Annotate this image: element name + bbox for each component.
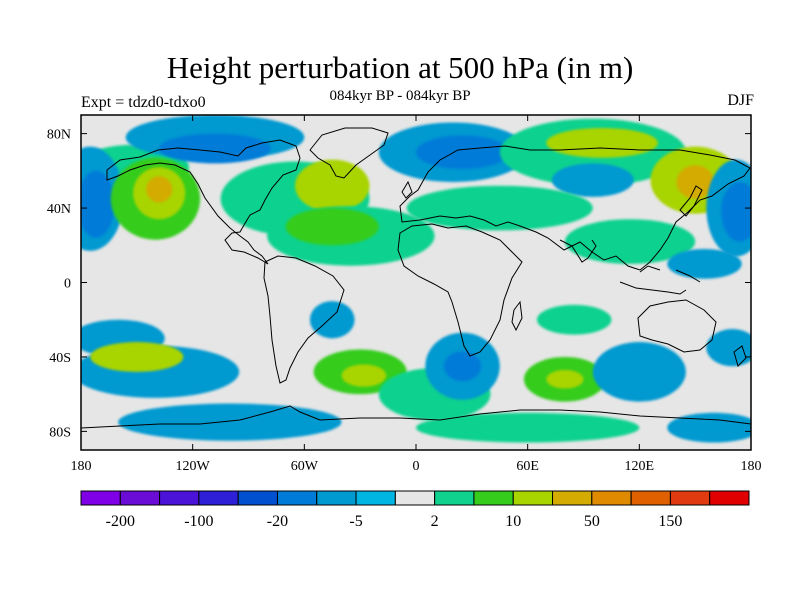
coastline-japan (679, 185, 703, 217)
contour-region-36 (536, 304, 612, 335)
colorbar-label: 150 (658, 513, 682, 530)
y-tick-label: 0 (64, 277, 71, 292)
colorbar-box-7 (355, 490, 396, 506)
coastlines (81, 127, 751, 429)
y-tick-label: 80S (49, 425, 71, 440)
contour-region-4 (81, 170, 115, 238)
colorbar-box-2 (159, 490, 200, 506)
plot-title: Height perturbation at 500 hPa (in m) (166, 50, 634, 85)
colorbar-box-10 (473, 490, 514, 506)
contour-region-22 (564, 219, 696, 264)
colorbar-box-16 (709, 490, 750, 506)
season-label: DJF (727, 92, 754, 109)
contour-region-38 (118, 403, 342, 441)
contour-region-11 (285, 208, 379, 246)
coastline-australia (637, 299, 717, 353)
colorbar-box-5 (276, 490, 318, 506)
x-tick-label: 180 (71, 459, 92, 474)
coastline-indonesia (619, 265, 701, 295)
coastline-greenland (309, 127, 389, 179)
experiment-label: Expt = tdzd0-tdxo0 (81, 94, 206, 111)
contour-region-23 (667, 249, 742, 279)
contour-region-40 (667, 412, 751, 443)
y-tick-label: 80N (47, 128, 71, 143)
colorbar-box-3 (198, 490, 239, 506)
x-tick-label: 0 (413, 459, 420, 474)
y-tick-label: 40N (47, 202, 71, 217)
colorbar-label: -100 (184, 513, 213, 530)
contour-region-29 (341, 364, 387, 387)
colorbar-box-14 (630, 490, 671, 506)
x-tick-label: 60W (291, 459, 319, 474)
plot-subtitle: 084kyr BP - 084kyr BP (329, 88, 471, 104)
x-tick-label: 120E (625, 459, 655, 474)
contour-region-21 (721, 182, 751, 242)
coastline-north-america (106, 139, 301, 265)
contour-region-16 (551, 163, 634, 197)
contour-region-32 (443, 351, 482, 382)
coastline-africa (397, 223, 523, 357)
colorbar-box-15 (669, 490, 711, 506)
colorbar-label: -5 (349, 513, 362, 530)
colorbar: -200 -100 -20 -5 2 10 50 150 (80, 490, 750, 530)
contour-region-9 (295, 159, 370, 212)
contour-region-34 (546, 369, 584, 389)
contour-region-37 (706, 329, 751, 367)
contour-region-15 (546, 128, 658, 158)
contour-region-26 (90, 342, 184, 372)
coastline-south-america (263, 255, 345, 384)
contour-region-35 (592, 342, 686, 402)
colorbar-box-11 (512, 490, 554, 506)
colorbar-box-9 (434, 490, 475, 506)
colorbar-label: -20 (267, 513, 288, 530)
colorbar-label: 50 (584, 513, 600, 530)
coastline-antarctica (81, 405, 751, 429)
contour-region-19 (676, 165, 714, 199)
colorbar-box-1 (119, 490, 161, 506)
x-tick-label: 120W (176, 459, 211, 474)
colorbar-box-13 (591, 490, 632, 506)
colorbar-box-4 (237, 490, 278, 506)
contour-region-39 (416, 412, 640, 443)
colorbar-label: 2 (431, 513, 439, 530)
contour-region-27 (309, 301, 355, 339)
colorbar-box-6 (316, 490, 357, 506)
contour-region-17 (406, 185, 593, 231)
colorbar-box-0 (80, 490, 121, 506)
coastline-madagascar (511, 300, 523, 332)
y-tick-label: 40S (49, 351, 71, 366)
contour-region-13 (416, 135, 510, 169)
axis-ticks: 180 120W 60W 0 60E 120E 180 80N 40N 0 40S 80S (47, 115, 762, 474)
coastline-new-zealand (733, 345, 747, 367)
colorbar-label: -200 (106, 513, 135, 530)
contour-region-7 (146, 176, 173, 203)
coastline-uk (401, 180, 413, 199)
x-tick-label: 60E (516, 459, 539, 474)
coastline-eurasia (399, 145, 751, 271)
contour-region-2 (159, 133, 271, 164)
colorbar-label: 10 (505, 513, 521, 530)
x-tick-label: 180 (741, 459, 762, 474)
colorbar-box-12 (552, 490, 593, 506)
coastline-india (559, 239, 597, 263)
colorbar-box-8 (394, 490, 436, 506)
